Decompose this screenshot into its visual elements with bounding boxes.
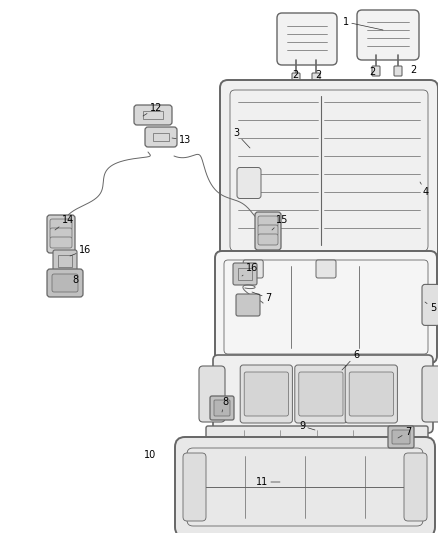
Text: 6: 6 <box>342 350 359 370</box>
FancyBboxPatch shape <box>295 365 347 423</box>
FancyBboxPatch shape <box>244 372 288 416</box>
Text: 2: 2 <box>315 70 321 80</box>
Text: 2: 2 <box>292 70 298 80</box>
Text: 12: 12 <box>143 103 162 116</box>
Bar <box>58 255 72 267</box>
Text: 1: 1 <box>343 17 383 30</box>
FancyBboxPatch shape <box>134 105 172 125</box>
FancyBboxPatch shape <box>312 73 320 83</box>
FancyBboxPatch shape <box>392 430 410 444</box>
Bar <box>143 111 163 119</box>
FancyBboxPatch shape <box>210 396 234 420</box>
Bar <box>238 268 252 280</box>
FancyBboxPatch shape <box>237 167 261 198</box>
Text: 16: 16 <box>242 263 258 276</box>
FancyBboxPatch shape <box>145 127 177 147</box>
FancyBboxPatch shape <box>394 66 402 76</box>
Text: 15: 15 <box>272 215 288 230</box>
Text: 16: 16 <box>70 245 91 256</box>
FancyBboxPatch shape <box>233 263 257 285</box>
FancyBboxPatch shape <box>220 80 438 261</box>
Text: 5: 5 <box>425 302 436 313</box>
FancyBboxPatch shape <box>52 274 78 292</box>
Text: 3: 3 <box>233 128 250 148</box>
FancyBboxPatch shape <box>349 372 393 416</box>
Text: 11: 11 <box>256 477 280 487</box>
FancyBboxPatch shape <box>50 219 72 230</box>
Text: 4: 4 <box>420 182 429 197</box>
Text: 14: 14 <box>55 215 74 230</box>
FancyBboxPatch shape <box>215 251 437 363</box>
Text: 7: 7 <box>252 292 271 303</box>
FancyBboxPatch shape <box>422 285 438 326</box>
Text: 8: 8 <box>222 397 228 412</box>
FancyBboxPatch shape <box>258 234 278 245</box>
FancyBboxPatch shape <box>199 366 225 422</box>
FancyBboxPatch shape <box>357 10 419 60</box>
Text: 2: 2 <box>369 67 375 77</box>
FancyBboxPatch shape <box>175 437 435 533</box>
Text: 2: 2 <box>410 65 416 75</box>
FancyBboxPatch shape <box>50 228 72 239</box>
FancyBboxPatch shape <box>243 260 263 278</box>
FancyBboxPatch shape <box>292 73 300 83</box>
FancyBboxPatch shape <box>404 453 427 521</box>
Text: 10: 10 <box>144 450 156 460</box>
FancyBboxPatch shape <box>299 372 343 416</box>
Text: 8: 8 <box>72 275 78 285</box>
Bar <box>153 133 169 141</box>
FancyBboxPatch shape <box>372 66 380 76</box>
Text: 13: 13 <box>172 135 191 145</box>
FancyBboxPatch shape <box>240 365 293 423</box>
Text: 7: 7 <box>398 427 411 438</box>
FancyBboxPatch shape <box>50 237 72 248</box>
FancyBboxPatch shape <box>388 426 414 448</box>
Text: 9: 9 <box>299 421 315 431</box>
FancyBboxPatch shape <box>47 269 83 297</box>
FancyBboxPatch shape <box>53 250 77 272</box>
FancyBboxPatch shape <box>345 365 397 423</box>
FancyBboxPatch shape <box>422 366 438 422</box>
FancyBboxPatch shape <box>258 216 278 227</box>
FancyBboxPatch shape <box>255 212 281 250</box>
FancyBboxPatch shape <box>316 260 336 278</box>
FancyBboxPatch shape <box>258 225 278 236</box>
FancyBboxPatch shape <box>213 355 433 433</box>
FancyBboxPatch shape <box>214 400 230 416</box>
FancyBboxPatch shape <box>47 215 75 253</box>
FancyBboxPatch shape <box>236 294 260 316</box>
FancyBboxPatch shape <box>183 453 206 521</box>
FancyBboxPatch shape <box>277 13 337 65</box>
FancyBboxPatch shape <box>206 426 428 448</box>
